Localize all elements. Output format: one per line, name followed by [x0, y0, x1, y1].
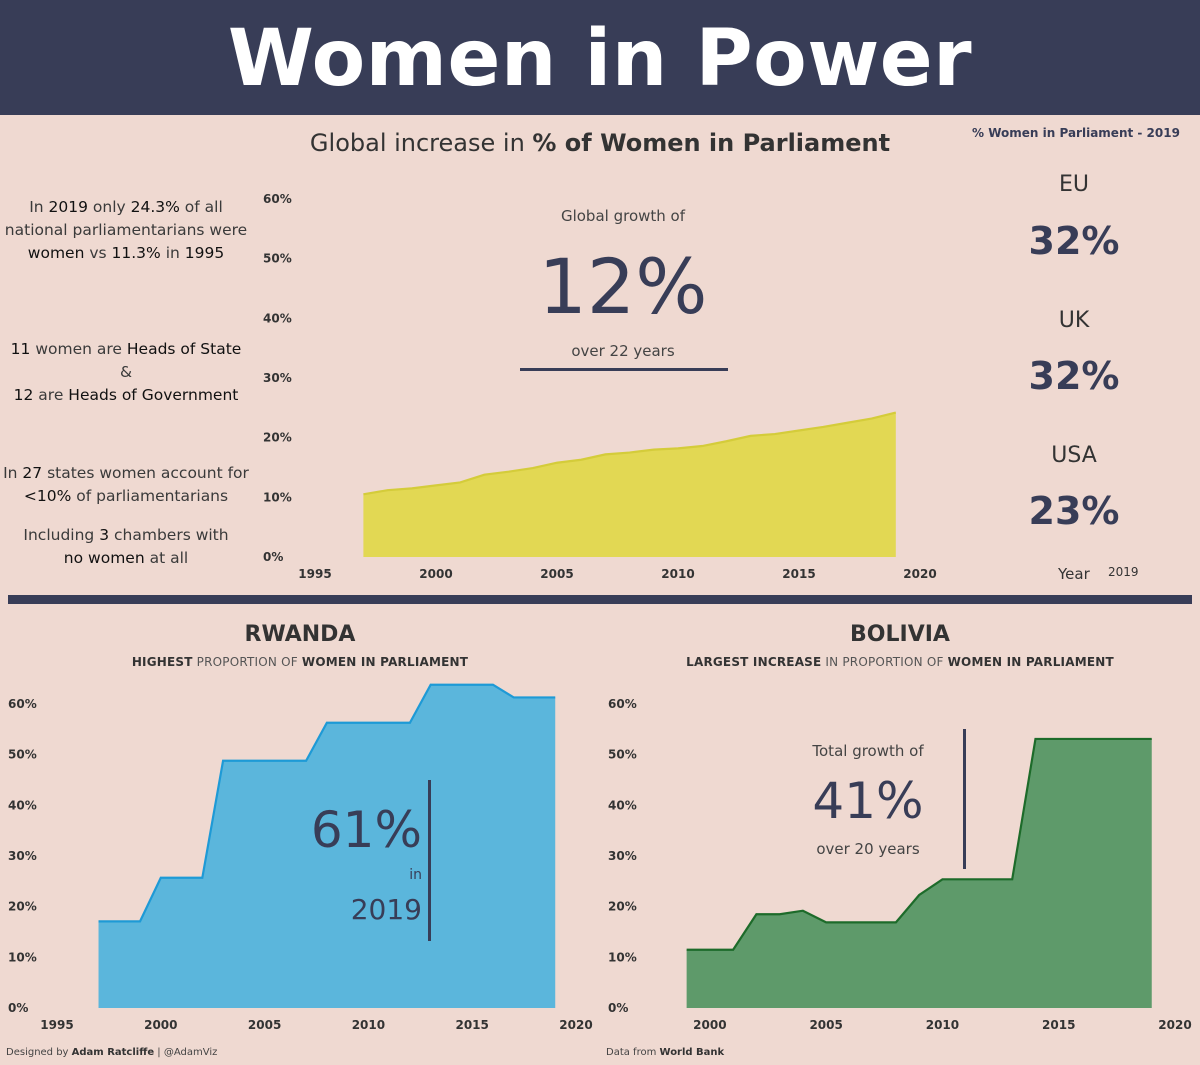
stat-uk-value: 32%	[1028, 354, 1120, 398]
y-tick-label: 0%	[608, 1001, 628, 1015]
y-tick-label: 60%	[263, 192, 292, 206]
x-tick-label: 2000	[693, 1018, 726, 1032]
rwanda-subtitle: HIGHEST PROPORTION OF WOMEN IN PARLIAMEN…	[131, 655, 469, 669]
bolivia-annotation-line	[963, 729, 966, 869]
global-area-chart: 0% 10% 20% 30% 40% 50% 60% 1995 2000 2005 2010 2015…	[263, 192, 937, 581]
rwanda-value: 61%	[310, 801, 422, 859]
stat-uk-label: UK	[1058, 308, 1090, 333]
y-tick-label: 40%	[8, 798, 37, 812]
y-tick-label: 30%	[8, 849, 37, 863]
section-divider	[8, 595, 1192, 604]
fact-under-10-percent: In 27 states women account for <10% of p…	[3, 464, 249, 505]
y-tick-label: 10%	[263, 490, 292, 504]
rwanda-area-chart: 0% 10% 20% 30% 40% 50% 60% 1995 2000 2005 2010 2015…	[8, 683, 593, 1032]
rwanda-in-label: in	[409, 867, 422, 883]
global-growth-period: over 22 years	[571, 342, 675, 360]
global-growth-underline	[520, 368, 728, 371]
series-line	[98, 683, 556, 923]
page-title: Women in Power	[227, 14, 973, 104]
header-banner: Women in Power	[0, 0, 1200, 115]
y-tick-label: 0%	[8, 1001, 28, 1015]
y-tick-label: 20%	[608, 900, 637, 914]
x-tick-label: 2015	[455, 1018, 488, 1032]
x-tick-label: 2010	[352, 1018, 385, 1032]
rwanda-annotation-line	[428, 780, 431, 941]
x-tick-label: 2000	[144, 1018, 177, 1032]
x-tick-label: 1995	[40, 1018, 73, 1032]
stat-usa-label: USA	[1051, 443, 1097, 468]
x-tick-label: 1995	[298, 567, 331, 581]
rwanda-title: RWANDA	[244, 622, 356, 647]
x-tick-label: 2015	[782, 567, 815, 581]
x-tick-label: 2020	[903, 567, 936, 581]
x-tick-label: 2020	[559, 1018, 592, 1032]
y-tick-label: 60%	[8, 697, 37, 711]
global-growth-value: 12%	[538, 242, 708, 331]
year-filter-value[interactable]: 2019	[1108, 565, 1139, 579]
year-filter-label: Year	[1058, 565, 1090, 583]
y-tick-label: 20%	[8, 900, 37, 914]
area-fill	[98, 684, 556, 1008]
series-line	[363, 411, 897, 496]
stat-usa-value: 23%	[1028, 489, 1120, 533]
x-tick-label: 2015	[1042, 1018, 1075, 1032]
global-growth-label: Global growth of	[560, 207, 686, 225]
fact-heads-of-state: 11 women are Heads of State & 12 are Hea…	[10, 340, 242, 404]
area-fill	[363, 412, 896, 557]
area-fill	[686, 738, 1152, 1008]
fact-no-women-chambers: Including 3 chambers with no women at al…	[23, 526, 229, 567]
footer-source: Data from World Bank	[606, 1047, 725, 1058]
bolivia-growth-label: Total growth of	[812, 742, 924, 760]
y-tick-label: 50%	[263, 252, 292, 266]
stat-eu-label: EU	[1058, 172, 1089, 197]
stats-title: % Women in Parliament - 2019	[972, 126, 1180, 140]
footer-credit: Designed by Adam Ratcliffe | @AdamViz	[6, 1047, 218, 1058]
y-tick-label: 40%	[608, 798, 637, 812]
global-chart-title: Global increase in % of Women in Parliam…	[309, 129, 891, 157]
y-tick-label: 0%	[263, 550, 283, 564]
bolivia-growth-period: over 20 years	[816, 840, 920, 858]
x-tick-label: 2005	[540, 567, 573, 581]
x-tick-label: 2020	[1158, 1018, 1191, 1032]
x-tick-label: 2010	[926, 1018, 959, 1032]
bolivia-title: BOLIVIA	[850, 622, 950, 647]
x-tick-label: 2005	[809, 1018, 842, 1032]
x-tick-label: 2000	[419, 567, 452, 581]
y-tick-label: 30%	[263, 371, 292, 385]
bolivia-area-chart: 0% 10% 20% 30% 40% 50% 60% 2000 2005 2010 2015 2020	[608, 697, 1192, 1032]
y-tick-label: 40%	[263, 311, 292, 325]
y-tick-label: 50%	[608, 748, 637, 762]
y-tick-label: 10%	[608, 950, 637, 964]
rwanda-year: 2019	[350, 893, 422, 926]
bolivia-growth-value: 41%	[812, 772, 924, 830]
x-tick-label: 2010	[661, 567, 694, 581]
y-tick-label: 20%	[263, 431, 292, 445]
y-tick-label: 30%	[608, 849, 637, 863]
x-tick-label: 2005	[248, 1018, 281, 1032]
y-tick-label: 10%	[8, 950, 37, 964]
bolivia-subtitle: LARGEST INCREASE IN PROPORTION OF WOMEN …	[686, 655, 1114, 669]
series-line	[686, 737, 1152, 951]
y-tick-label: 50%	[8, 748, 37, 762]
stat-eu-value: 32%	[1028, 219, 1120, 263]
fact-2019-share: In 2019 only 24.3% of all national parli…	[4, 198, 248, 262]
y-tick-label: 60%	[608, 697, 637, 711]
